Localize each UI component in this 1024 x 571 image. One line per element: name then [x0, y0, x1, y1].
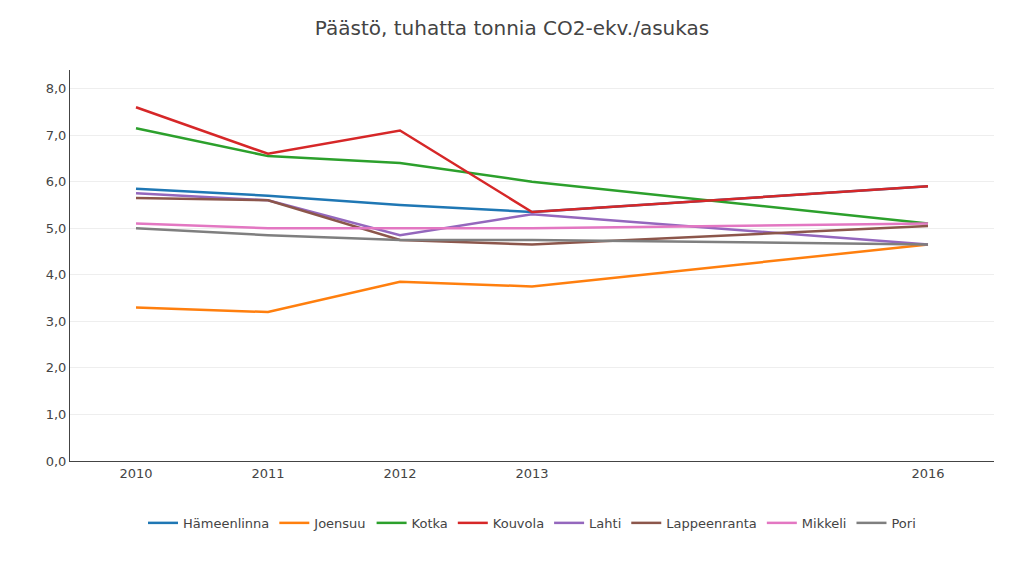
svg-text:8,0: 8,0 [46, 81, 67, 96]
svg-text:3,0: 3,0 [46, 314, 67, 329]
svg-text:5,0: 5,0 [46, 221, 67, 236]
svg-text:2010: 2010 [119, 466, 152, 481]
svg-text:Kotka: Kotka [412, 516, 448, 531]
svg-text:2,0: 2,0 [46, 360, 67, 375]
svg-text:2016: 2016 [911, 466, 944, 481]
svg-text:2011: 2011 [251, 466, 284, 481]
svg-text:Joensuu: Joensuu [313, 516, 365, 531]
svg-text:Mikkeli: Mikkeli [802, 516, 847, 531]
svg-text:Lappeenranta: Lappeenranta [666, 516, 757, 531]
svg-text:1,0: 1,0 [46, 407, 67, 422]
svg-text:2012: 2012 [383, 466, 416, 481]
svg-text:6,0: 6,0 [46, 174, 67, 189]
svg-text:0,0: 0,0 [46, 454, 67, 469]
svg-text:Lahti: Lahti [589, 516, 621, 531]
svg-text:2013: 2013 [515, 466, 548, 481]
svg-text:7,0: 7,0 [46, 128, 67, 143]
svg-text:Kouvola: Kouvola [493, 516, 544, 531]
svg-text:Päästö, tuhatta tonnia CO2-ekv: Päästö, tuhatta tonnia CO2-ekv./asukas [315, 16, 709, 40]
svg-text:Pori: Pori [891, 516, 915, 531]
svg-text:Hämeenlinna: Hämeenlinna [183, 516, 269, 531]
svg-text:4,0: 4,0 [46, 267, 67, 282]
